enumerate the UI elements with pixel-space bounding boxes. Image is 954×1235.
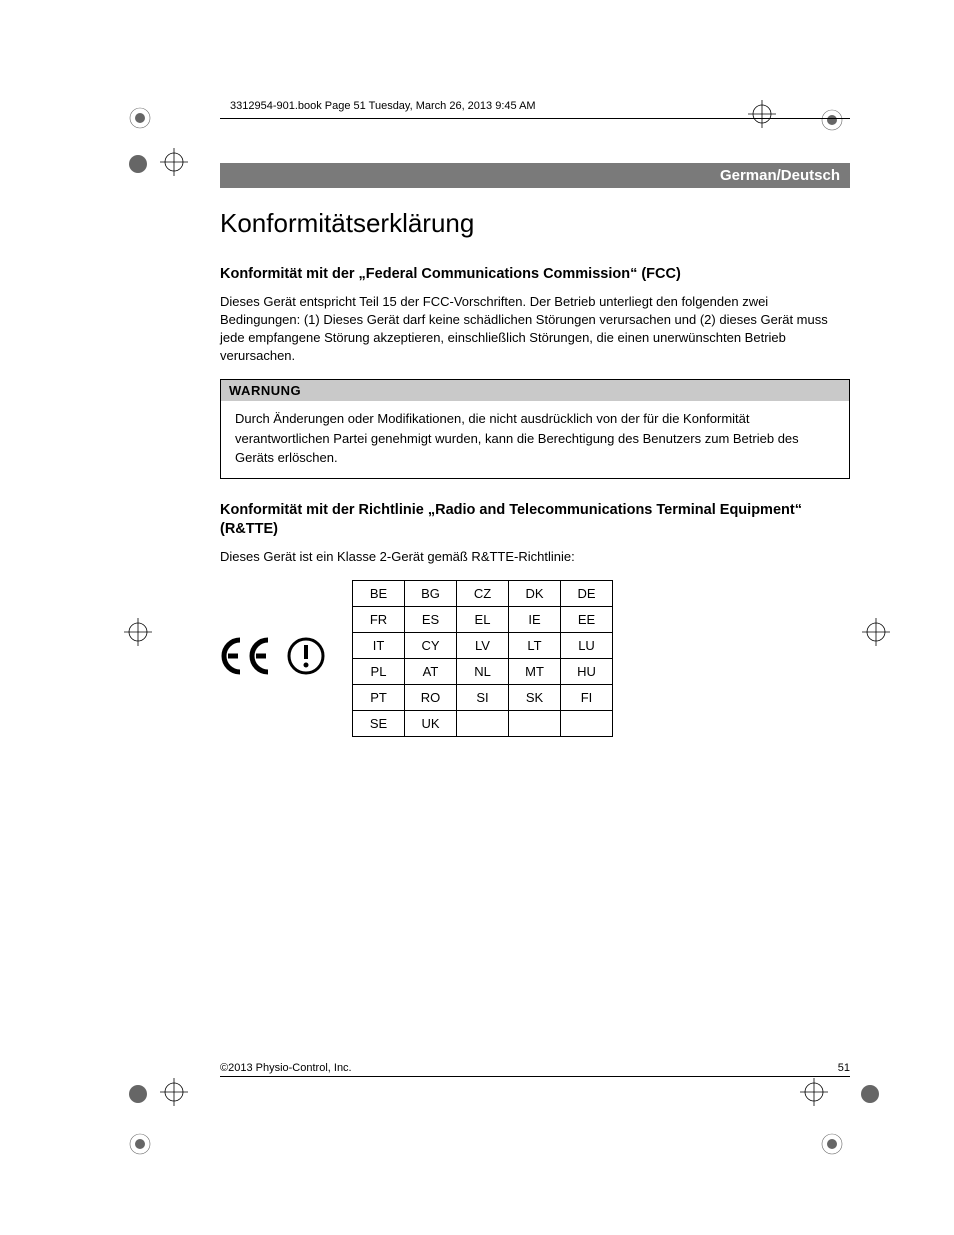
country-cell: PT xyxy=(353,685,405,711)
country-cell: BG xyxy=(405,581,457,607)
ce-table-row: BEBGCZDKDE FRESELIEEE ITCYLVLTLU PLATNLMTHU… xyxy=(220,580,850,737)
country-cell: HU xyxy=(561,659,613,685)
warning-body: Durch Änderungen oder Modifikationen, di… xyxy=(235,409,835,468)
country-cell xyxy=(561,711,613,737)
country-cell: AT xyxy=(405,659,457,685)
country-cell: BE xyxy=(353,581,405,607)
country-cell xyxy=(457,711,509,737)
country-cell: SE xyxy=(353,711,405,737)
country-cell: MT xyxy=(509,659,561,685)
country-cell: IE xyxy=(509,607,561,633)
compliance-icons xyxy=(220,636,326,681)
country-cell: RO xyxy=(405,685,457,711)
alert-circle-icon xyxy=(286,636,326,681)
country-cell: FI xyxy=(561,685,613,711)
country-code-table: BEBGCZDKDE FRESELIEEE ITCYLVLTLU PLATNLMTHU… xyxy=(352,580,613,737)
crop-mark xyxy=(124,618,152,646)
country-cell: UK xyxy=(405,711,457,737)
country-cell xyxy=(509,711,561,737)
warning-box: WARNUNG Durch Änderungen oder Modifikati… xyxy=(220,379,850,479)
country-cell: PL xyxy=(353,659,405,685)
crop-mark xyxy=(820,1132,844,1156)
country-cell: FR xyxy=(353,607,405,633)
crop-mark xyxy=(800,1078,828,1106)
country-cell: IT xyxy=(353,633,405,659)
crop-mark xyxy=(862,618,890,646)
country-cell: LT xyxy=(509,633,561,659)
fcc-heading: Konformität mit der „Federal Communicati… xyxy=(220,265,850,285)
crop-mark xyxy=(126,152,150,176)
crop-mark xyxy=(858,1082,882,1106)
page-content: 3312954-901.book Page 51 Tuesday, March … xyxy=(220,100,850,737)
country-cell: SI xyxy=(457,685,509,711)
crop-mark xyxy=(160,1078,188,1106)
country-cell: NL xyxy=(457,659,509,685)
crop-mark xyxy=(126,1082,150,1106)
running-head: 3312954-901.book Page 51 Tuesday, March … xyxy=(230,100,850,112)
country-cell: LU xyxy=(561,633,613,659)
language-bar: German/Deutsch xyxy=(220,163,850,188)
page-number: 51 xyxy=(838,1062,850,1074)
header-rule xyxy=(220,118,850,119)
country-cell: ES xyxy=(405,607,457,633)
page-footer: ©2013 Physio-Control, Inc. 51 xyxy=(220,1062,850,1077)
rtte-body: Dieses Gerät ist ein Klasse 2-Gerät gemä… xyxy=(220,548,850,566)
country-cell: CY xyxy=(405,633,457,659)
country-cell: EE xyxy=(561,607,613,633)
country-cell: LV xyxy=(457,633,509,659)
crop-mark xyxy=(160,148,188,176)
rtte-heading: Konformität mit der Richtlinie „Radio an… xyxy=(220,501,850,540)
country-cell: CZ xyxy=(457,581,509,607)
fcc-body: Dieses Gerät entspricht Teil 15 der FCC-… xyxy=(220,293,850,366)
country-cell: EL xyxy=(457,607,509,633)
country-cell: DE xyxy=(561,581,613,607)
ce-mark-icon xyxy=(220,636,276,681)
country-cell: SK xyxy=(509,685,561,711)
page-title: Konformitätserklärung xyxy=(220,208,850,239)
crop-mark xyxy=(128,106,152,130)
copyright-text: ©2013 Physio-Control, Inc. xyxy=(220,1062,352,1074)
country-cell: DK xyxy=(509,581,561,607)
crop-mark xyxy=(128,1132,152,1156)
warning-label: WARNUNG xyxy=(221,380,849,401)
